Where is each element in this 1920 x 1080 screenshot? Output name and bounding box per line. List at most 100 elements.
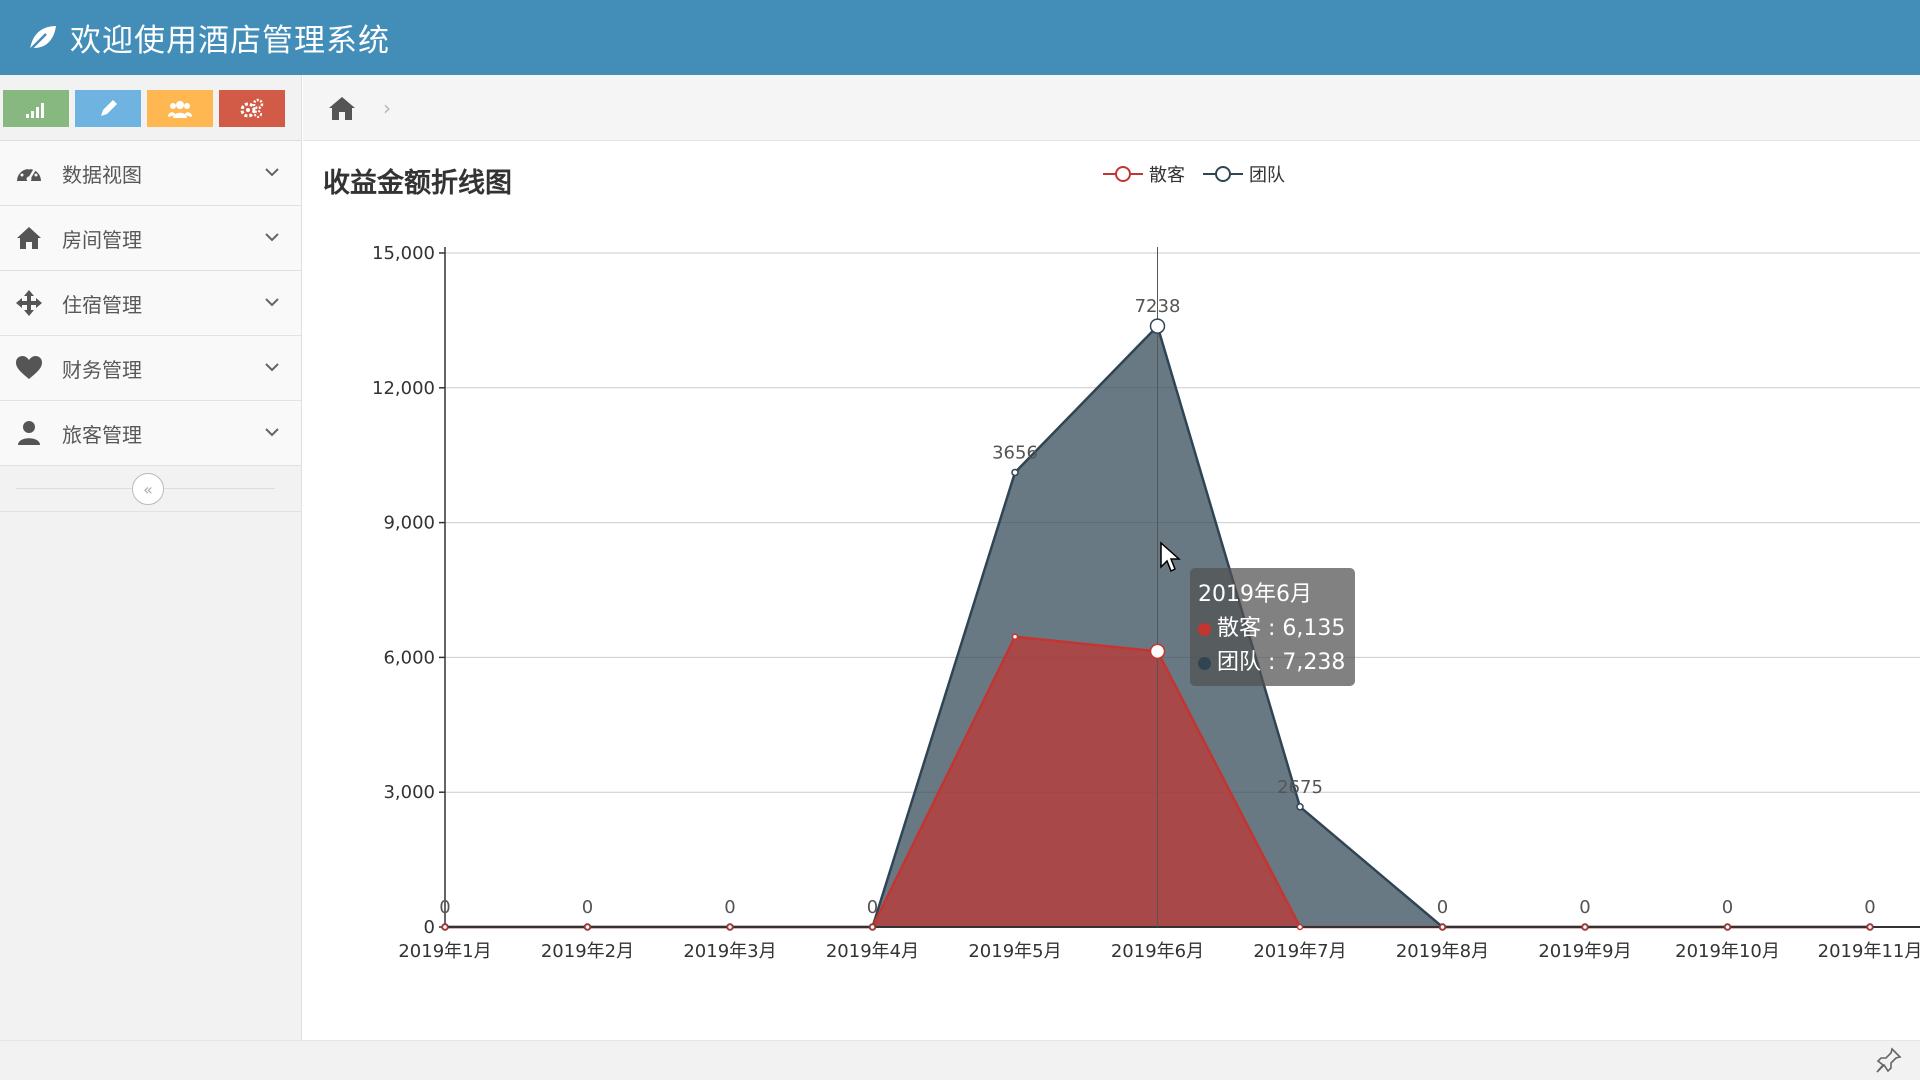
- point-individual: [441, 923, 449, 931]
- y-tick-label: 3,000: [383, 782, 435, 803]
- point-individual: [584, 923, 591, 931]
- point-individual: [1149, 643, 1166, 660]
- x-tick-label: 2019年2月: [541, 941, 634, 962]
- sidebar-item-data-view[interactable]: 数据视图: [0, 141, 301, 206]
- data-label: 0: [867, 897, 878, 918]
- pencil-icon: [101, 99, 117, 116]
- data-label: 0: [724, 897, 735, 918]
- tooltip-row: 团队 : 7,238: [1198, 646, 1347, 680]
- y-tick-label: 6,000: [383, 647, 435, 668]
- chart-legend: 散客 团队: [1103, 161, 1285, 187]
- x-tick-label: 2019年6月: [1111, 941, 1204, 962]
- data-label: 7238: [1135, 296, 1181, 317]
- home-icon[interactable]: [327, 94, 357, 122]
- series-color-dot: [1198, 622, 1211, 636]
- data-label: 3656: [992, 442, 1038, 463]
- legend-item-individual[interactable]: 散客: [1103, 161, 1185, 187]
- data-label: 2675: [1277, 777, 1323, 798]
- shortcut-cogs-button[interactable]: [219, 90, 285, 127]
- legend-line-circle-icon: [1203, 166, 1243, 182]
- x-tick-label: 2019年7月: [1253, 941, 1346, 962]
- chevron-down-icon: [265, 363, 279, 372]
- sidebar-item-label: 数据视图: [62, 162, 142, 187]
- sidebar-shortcuts: [0, 75, 301, 141]
- x-tick-label: 2019年8月: [1396, 941, 1489, 962]
- point-individual: [726, 923, 734, 931]
- data-label: 0: [1579, 897, 1590, 918]
- pin-icon[interactable]: [1874, 1047, 1902, 1075]
- point-individual: [1011, 633, 1019, 640]
- legend-label: 散客: [1149, 165, 1185, 186]
- footer-bar: [0, 1040, 1920, 1080]
- point-individual: [1296, 923, 1304, 931]
- users-icon: [168, 100, 192, 118]
- tooltip-row-text: 团队 : 7,238: [1217, 650, 1346, 675]
- dashboard-icon: [14, 158, 44, 188]
- data-label: 0: [439, 897, 450, 918]
- sidebar-item-finance[interactable]: 财务管理: [0, 336, 301, 401]
- x-tick-label: 2019年3月: [683, 941, 776, 962]
- chevron-down-icon: [265, 428, 279, 437]
- y-tick-label: 0: [424, 917, 435, 938]
- point-individual: [1866, 923, 1874, 931]
- home-icon: [14, 223, 44, 253]
- shortcut-pencil-button[interactable]: [75, 90, 141, 127]
- x-tick-label: 2019年1月: [398, 941, 491, 962]
- sidebar-collapse-bar: «: [0, 466, 301, 512]
- tooltip-row: 散客 : 6,135: [1198, 612, 1347, 646]
- tooltip-title: 2019年6月: [1198, 582, 1312, 607]
- move-icon: [14, 288, 44, 318]
- point-individual: [1724, 923, 1731, 931]
- data-label: 0: [582, 897, 593, 918]
- app-title: 欢迎使用酒店管理系统: [70, 23, 390, 59]
- main-content: 0 3,000 6,000 9,000 12,000 15,000 0 0 0 0 3656 7238…: [303, 141, 1920, 1040]
- mouse-cursor-icon: [1160, 541, 1181, 573]
- point-individual: [1439, 923, 1446, 931]
- point-group: [1149, 318, 1166, 334]
- x-tick-label: 2019年4月: [826, 941, 919, 962]
- sidebar-item-label: 房间管理: [62, 227, 142, 252]
- x-tick-label: 2019年10月: [1675, 941, 1780, 962]
- signal-icon: [26, 102, 44, 118]
- user-icon: [14, 418, 44, 448]
- shortcut-signal-button[interactable]: [3, 90, 69, 127]
- chart-title: 收益金额折线图: [323, 168, 512, 199]
- chevron-down-icon: [265, 298, 279, 307]
- breadcrumb: ›: [303, 75, 1920, 141]
- data-label: 0: [1722, 897, 1733, 918]
- leaf-icon: [27, 25, 56, 53]
- data-label: 0: [1437, 897, 1448, 918]
- series-color-dot: [1198, 656, 1211, 670]
- sidebar-collapse-button[interactable]: «: [132, 473, 164, 505]
- y-tick-label: 15,000: [372, 243, 435, 264]
- chevron-down-icon: [265, 168, 279, 177]
- point-individual: [1581, 923, 1589, 931]
- legend-line-circle-icon: [1103, 166, 1143, 182]
- point-group: [1296, 803, 1304, 811]
- sidebar-item-label: 财务管理: [62, 357, 142, 382]
- sidebar-item-guests[interactable]: 旅客管理: [0, 401, 301, 466]
- top-navbar: 欢迎使用酒店管理系统: [0, 0, 1920, 75]
- x-tick-label: 2019年5月: [968, 941, 1061, 962]
- tooltip-row-text: 散客 : 6,135: [1217, 616, 1346, 641]
- legend-item-group[interactable]: 团队: [1203, 161, 1285, 187]
- x-tick-label: 2019年11月: [1818, 941, 1920, 962]
- point-group: [1011, 468, 1019, 477]
- legend-label: 团队: [1249, 165, 1285, 186]
- chart-tooltip: 2019年6月 散客 : 6,135 团队 : 7,238: [1190, 568, 1355, 686]
- sidebar-item-rooms[interactable]: 房间管理: [0, 206, 301, 271]
- y-tick-label: 9,000: [383, 513, 435, 534]
- data-label: 0: [1864, 897, 1875, 918]
- y-tick-label: 12,000: [372, 378, 435, 399]
- cogs-icon: [240, 98, 264, 118]
- chevron-down-icon: [265, 233, 279, 242]
- breadcrumb-separator: ›: [383, 95, 391, 120]
- sidebar-item-label: 住宿管理: [62, 292, 142, 317]
- shortcut-users-button[interactable]: [147, 90, 213, 127]
- point-individual: [869, 923, 876, 931]
- sidebar-item-lodging[interactable]: 住宿管理: [0, 271, 301, 336]
- sidebar: 数据视图 房间管理 住宿管理 财务管理 旅客管理 «: [0, 75, 302, 1040]
- x-tick-label: 2019年9月: [1538, 941, 1631, 962]
- sidebar-item-label: 旅客管理: [62, 422, 142, 447]
